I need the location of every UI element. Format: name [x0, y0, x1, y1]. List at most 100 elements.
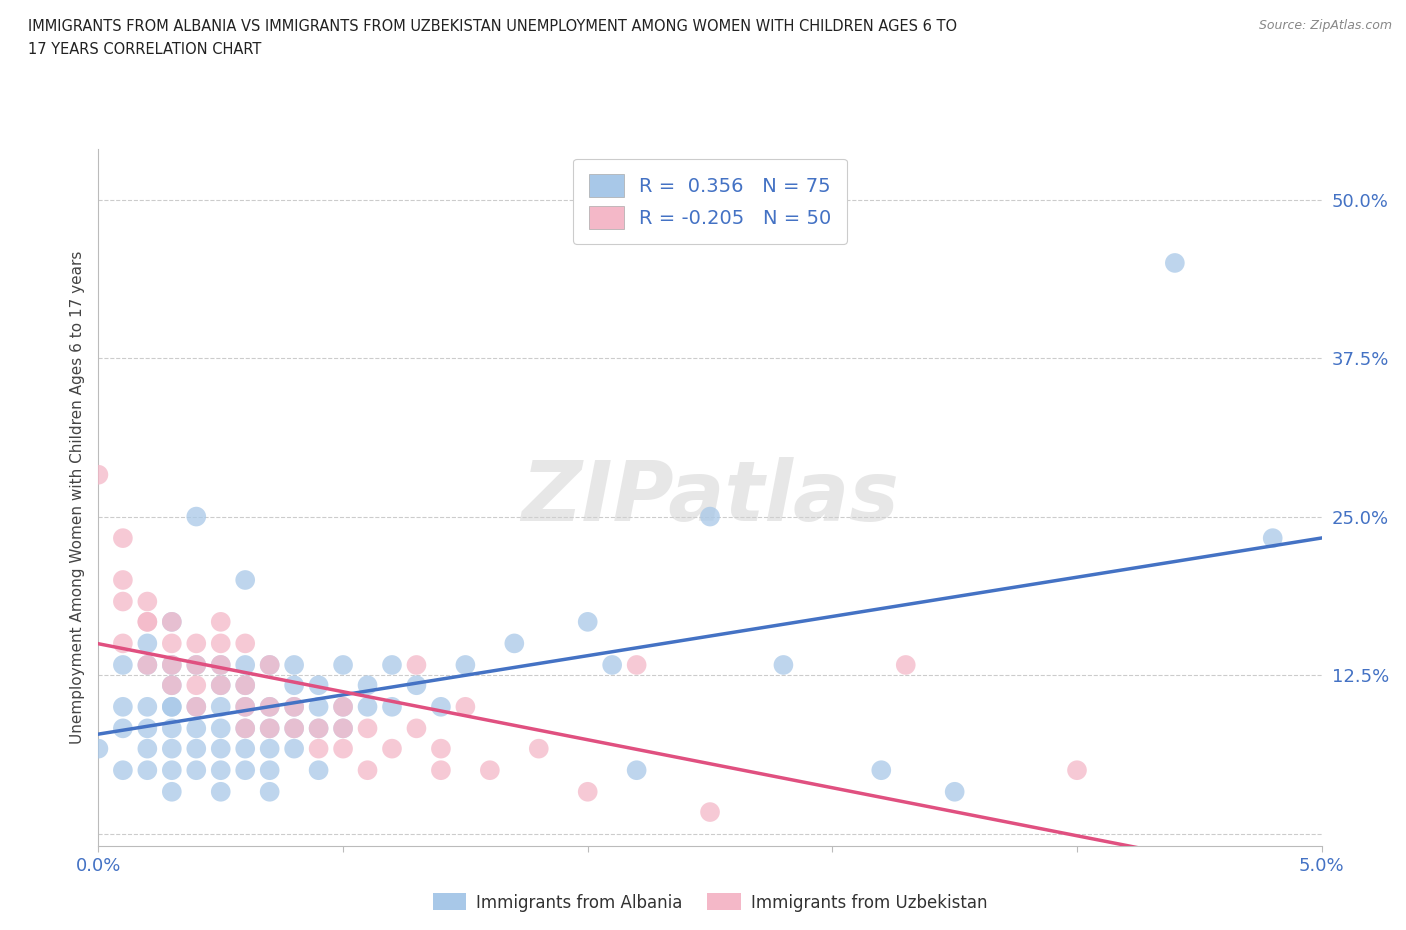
Point: [209, 741, 232, 756]
Point: [136, 594, 159, 609]
Y-axis label: Unemployment Among Women with Children Ages 6 to 17 years: Unemployment Among Women with Children A…: [69, 251, 84, 744]
Point: [259, 763, 281, 777]
Point: [209, 658, 232, 672]
Point: [233, 678, 256, 693]
Point: [308, 721, 330, 736]
Point: [136, 615, 159, 630]
Point: [356, 699, 378, 714]
Point: [308, 741, 330, 756]
Point: [478, 763, 501, 777]
Point: [283, 658, 305, 672]
Point: [111, 658, 134, 672]
Point: [186, 699, 208, 714]
Point: [160, 763, 183, 777]
Point: [308, 763, 330, 777]
Point: [186, 509, 208, 524]
Point: [160, 741, 183, 756]
Point: [430, 741, 453, 756]
Point: [111, 573, 134, 588]
Point: [233, 678, 256, 693]
Point: [233, 721, 256, 736]
Point: [233, 721, 256, 736]
Point: [405, 721, 427, 736]
Point: [576, 615, 599, 630]
Point: [186, 763, 208, 777]
Point: [136, 658, 159, 672]
Point: [209, 658, 232, 672]
Text: IMMIGRANTS FROM ALBANIA VS IMMIGRANTS FROM UZBEKISTAN UNEMPLOYMENT AMONG WOMEN W: IMMIGRANTS FROM ALBANIA VS IMMIGRANTS FR…: [28, 19, 957, 33]
Point: [160, 658, 183, 672]
Point: [259, 741, 281, 756]
Point: [381, 741, 404, 756]
Point: [259, 658, 281, 672]
Point: [283, 721, 305, 736]
Point: [111, 594, 134, 609]
Point: [160, 721, 183, 736]
Point: [1164, 256, 1187, 271]
Point: [1261, 531, 1284, 546]
Point: [186, 699, 208, 714]
Point: [772, 658, 794, 672]
Point: [259, 699, 281, 714]
Point: [283, 741, 305, 756]
Point: [699, 804, 721, 819]
Point: [136, 636, 159, 651]
Point: [308, 721, 330, 736]
Point: [209, 763, 232, 777]
Point: [160, 636, 183, 651]
Point: [332, 658, 354, 672]
Point: [160, 658, 183, 672]
Point: [405, 658, 427, 672]
Point: [111, 531, 134, 546]
Point: [283, 678, 305, 693]
Point: [259, 784, 281, 799]
Point: [308, 699, 330, 714]
Point: [259, 721, 281, 736]
Point: [233, 741, 256, 756]
Point: [430, 699, 453, 714]
Text: ZIPatlas: ZIPatlas: [522, 457, 898, 538]
Point: [332, 699, 354, 714]
Point: [381, 658, 404, 672]
Point: [233, 658, 256, 672]
Point: [160, 678, 183, 693]
Point: [356, 678, 378, 693]
Point: [186, 678, 208, 693]
Point: [600, 658, 623, 672]
Point: [160, 784, 183, 799]
Point: [356, 721, 378, 736]
Point: [186, 636, 208, 651]
Point: [332, 741, 354, 756]
Point: [576, 784, 599, 799]
Point: [111, 763, 134, 777]
Point: [356, 763, 378, 777]
Point: [454, 658, 477, 672]
Point: [503, 636, 526, 651]
Point: [283, 699, 305, 714]
Point: [233, 763, 256, 777]
Point: [233, 699, 256, 714]
Point: [332, 699, 354, 714]
Point: [308, 678, 330, 693]
Legend: Immigrants from Albania, Immigrants from Uzbekistan: Immigrants from Albania, Immigrants from…: [426, 886, 994, 918]
Point: [259, 658, 281, 672]
Point: [283, 721, 305, 736]
Point: [209, 721, 232, 736]
Point: [233, 636, 256, 651]
Point: [381, 699, 404, 714]
Point: [160, 678, 183, 693]
Point: [454, 699, 477, 714]
Point: [186, 658, 208, 672]
Point: [209, 678, 232, 693]
Point: [259, 721, 281, 736]
Point: [136, 699, 159, 714]
Point: [87, 741, 110, 756]
Point: [405, 678, 427, 693]
Point: [160, 615, 183, 630]
Point: [527, 741, 550, 756]
Point: [430, 763, 453, 777]
Point: [136, 721, 159, 736]
Point: [186, 721, 208, 736]
Point: [233, 699, 256, 714]
Point: [87, 467, 110, 482]
